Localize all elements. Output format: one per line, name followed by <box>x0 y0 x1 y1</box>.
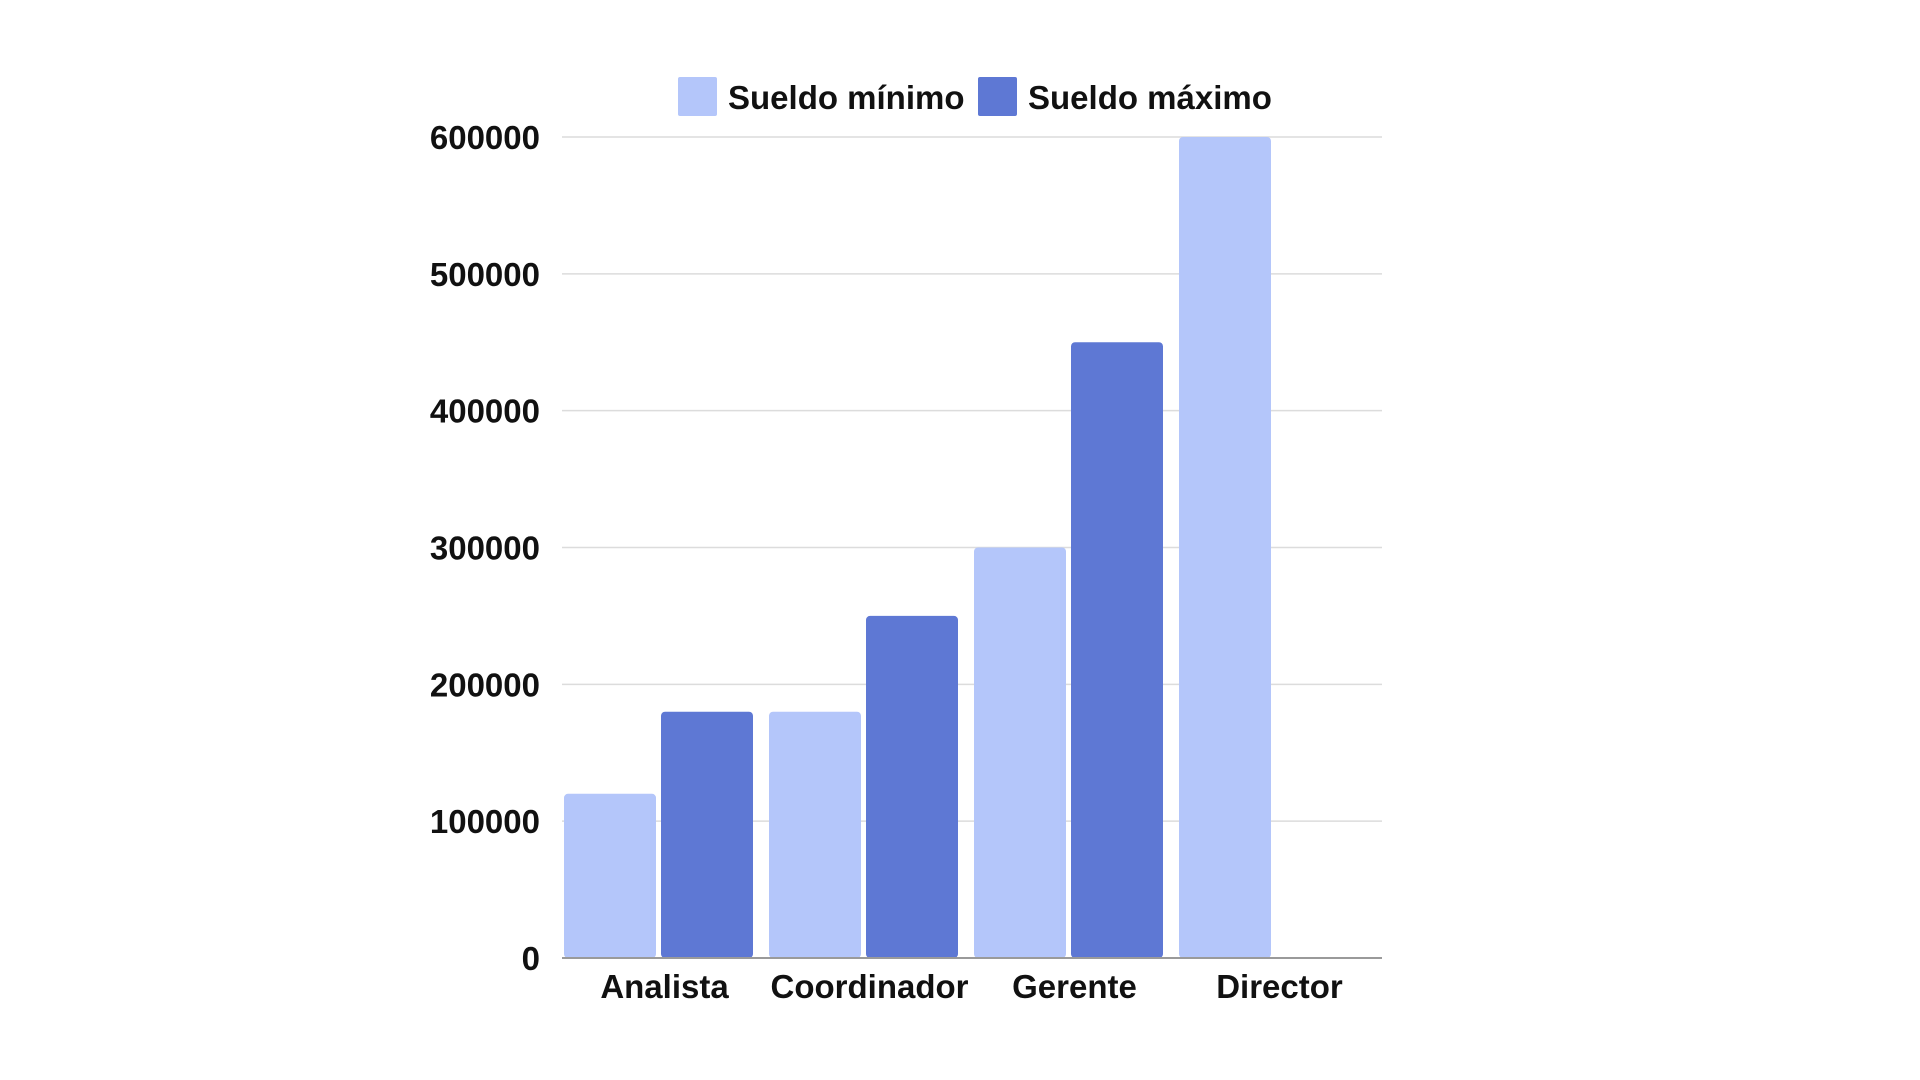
bar-sueldo-m-ximo-analista <box>661 711 753 958</box>
x-category-label: Director <box>1216 968 1343 1005</box>
y-tick-label: 300000 <box>430 530 540 567</box>
y-tick-label: 500000 <box>430 256 540 293</box>
x-category-label: Analista <box>600 968 729 1005</box>
x-category-label: Coordinador <box>771 968 969 1005</box>
x-category-label: Gerente <box>1012 968 1137 1005</box>
y-tick-label: 0 <box>522 940 540 977</box>
bar-sueldo-m-nimo-gerente <box>974 547 1066 958</box>
legend-swatch <box>978 77 1017 116</box>
y-tick-label: 100000 <box>430 803 540 840</box>
x-axis-categories: Analista Coordinador Gerente Director <box>600 968 1343 1005</box>
legend-swatch <box>678 77 717 116</box>
legend: Sueldo mínimo Sueldo máximo <box>678 77 1272 116</box>
bar-sueldo-m-nimo-director <box>1179 137 1271 958</box>
bars <box>564 137 1271 958</box>
bar-sueldo-m-ximo-coordinador <box>866 615 958 958</box>
y-axis-ticks: 0 100000 200000 300000 400000 500000 600000 <box>430 119 540 977</box>
y-tick-label: 200000 <box>430 666 540 703</box>
y-tick-label: 600000 <box>430 119 540 156</box>
bar-sueldo-m-nimo-coordinador <box>769 711 861 958</box>
y-tick-label: 400000 <box>430 393 540 430</box>
bar-sueldo-m-nimo-analista <box>564 793 656 958</box>
bar-sueldo-m-ximo-gerente <box>1071 342 1163 958</box>
legend-label: Sueldo mínimo <box>728 79 965 116</box>
legend-label: Sueldo máximo <box>1028 79 1272 116</box>
